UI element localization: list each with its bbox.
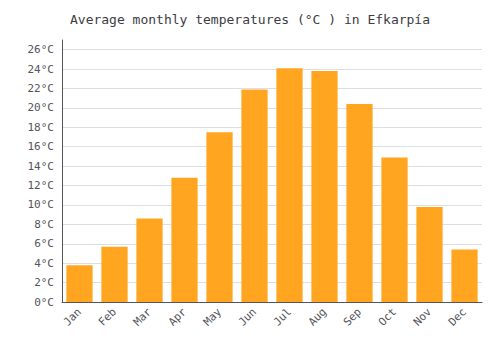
svg-text:Jun: Jun [236, 305, 259, 328]
svg-text:Dec: Dec [446, 305, 469, 328]
svg-text:Apr: Apr [166, 305, 189, 328]
svg-text:4°C: 4°C [34, 257, 54, 270]
svg-text:10°C: 10°C [28, 198, 55, 211]
svg-text:Jan: Jan [61, 305, 84, 328]
svg-text:18°C: 18°C [28, 121, 55, 134]
svg-text:Feb: Feb [96, 305, 119, 328]
svg-text:Sep: Sep [341, 305, 364, 328]
svg-text:Aug: Aug [306, 305, 329, 328]
svg-text:Oct: Oct [376, 305, 399, 328]
svg-text:6°C: 6°C [34, 237, 54, 250]
svg-text:May: May [201, 305, 224, 328]
svg-text:Average monthly temperatures (: Average monthly temperatures (°C ) in Ef… [70, 12, 430, 27]
svg-text:24°C: 24°C [28, 63, 55, 76]
svg-text:22°C: 22°C [28, 82, 55, 95]
svg-text:12°C: 12°C [28, 179, 55, 192]
svg-text:Nov: Nov [411, 305, 434, 328]
svg-text:20°C: 20°C [28, 101, 55, 114]
svg-text:8°C: 8°C [34, 218, 54, 231]
svg-text:16°C: 16°C [28, 140, 55, 153]
svg-text:14°C: 14°C [28, 160, 55, 173]
svg-text:0°C: 0°C [34, 296, 54, 309]
svg-text:26°C: 26°C [28, 43, 55, 56]
svg-text:Jul: Jul [271, 305, 294, 328]
svg-text:2°C: 2°C [34, 276, 54, 289]
svg-text:Mar: Mar [131, 305, 154, 328]
